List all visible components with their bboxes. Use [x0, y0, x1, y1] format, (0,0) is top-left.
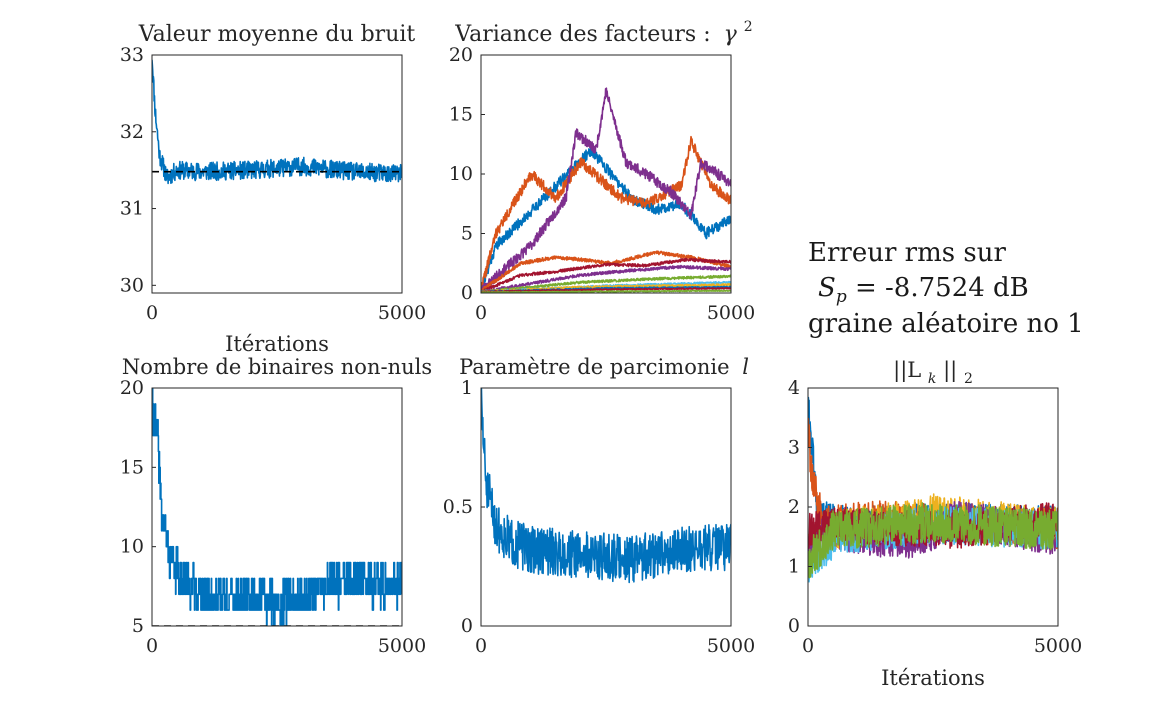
title-subscript: k	[928, 371, 936, 387]
rms-error-label: Erreur rms sur	[808, 238, 1006, 268]
y-tick-label: 15	[449, 104, 473, 126]
y-tick-label: 2	[788, 496, 800, 518]
series-layer	[808, 396, 1058, 583]
series-line-1	[481, 388, 731, 584]
series-line-5	[481, 257, 731, 293]
y-tick-label: 0	[788, 615, 800, 637]
series-line-1	[152, 388, 402, 626]
x-axis-label: Itérations	[881, 666, 985, 690]
y-tick-label: 0	[461, 282, 473, 304]
ticks-layer: 0 5000 5 10 15 20	[120, 377, 426, 657]
chart-title: Variance des facteurs : γ 2	[454, 19, 752, 47]
y-tick-label: 10	[120, 536, 144, 558]
x-tick-label: 5000	[378, 302, 426, 324]
ticks-layer: 0 5000 30 31 32 33	[120, 44, 426, 324]
series-line-3	[481, 87, 731, 293]
plot-frame	[151, 387, 403, 627]
x-tick-label: 0	[146, 635, 158, 657]
chart-title: ||L k || 2	[893, 358, 973, 388]
random-seed-label: graine aléatoire no 1	[808, 309, 1084, 339]
series-line-12	[481, 289, 731, 293]
y-tick-label: 0	[461, 615, 473, 637]
plot-frame	[480, 387, 732, 627]
x-tick-label: 0	[146, 302, 158, 324]
series-line-2	[481, 135, 731, 293]
rms-error-value: Sp = -8.7524 dB	[818, 273, 1029, 307]
title-suffix-subscript: 2	[964, 371, 973, 387]
title-superscript: 2	[744, 19, 753, 35]
series-layer	[152, 388, 402, 626]
ticks-layer: 0 5000 0 5 10 15 20	[449, 44, 755, 324]
y-tick-label: 10	[449, 163, 473, 185]
plot-frame	[151, 54, 403, 294]
y-tick-label: 32	[120, 121, 144, 143]
ticks-layer: 0 5000 0 0.5 1	[443, 377, 755, 657]
y-tick-label: 5	[132, 615, 144, 637]
series-layer	[481, 388, 731, 584]
x-tick-label: 0	[802, 635, 814, 657]
series-line-7	[808, 502, 1058, 579]
series-line-6	[481, 264, 731, 293]
ticks-layer: 0 5000 0 1 2 3 4	[788, 377, 1082, 657]
title-text: ||L	[893, 358, 921, 383]
y-tick-label: 1	[461, 377, 473, 399]
series-layer	[152, 59, 402, 185]
y-tick-label: 20	[449, 44, 473, 66]
sp-symbol: S	[818, 273, 836, 303]
x-tick-label: 5000	[707, 635, 755, 657]
y-tick-label: 3	[788, 437, 800, 459]
panel-noise-mean: Valeur moyenne du bruit 0 5000 30 31 32 33 It…	[120, 22, 426, 356]
series-line-1	[481, 145, 731, 293]
sp-value: = -8.7524 dB	[854, 273, 1029, 303]
y-tick-label: 4	[788, 377, 800, 399]
y-tick-label: 15	[120, 456, 144, 478]
series-line-1	[152, 59, 402, 185]
y-tick-label: 1	[788, 556, 800, 578]
title-text: Paramètre de parcimonie	[459, 355, 729, 379]
x-axis-label: Itérations	[225, 332, 329, 356]
title-symbol: l	[742, 355, 749, 379]
y-tick-label: 5	[461, 223, 473, 245]
x-tick-label: 5000	[707, 302, 755, 324]
x-tick-label: 5000	[378, 635, 426, 657]
chart-title: Paramètre de parcimonie l	[459, 355, 749, 379]
x-tick-label: 0	[475, 635, 487, 657]
y-tick-label: 30	[120, 274, 144, 296]
title-text: Variance des facteurs :	[454, 22, 710, 47]
series-layer	[481, 87, 731, 293]
y-tick-label: 33	[120, 44, 144, 66]
title-symbol: γ	[724, 22, 738, 47]
panel-factor-variance: Variance des facteurs : γ 2 0 5000 0 5 10 15 2…	[449, 19, 755, 324]
y-tick-label: 20	[120, 377, 144, 399]
y-tick-label: 0.5	[443, 496, 473, 518]
panel-nonzero-binaries: Nombre de binaires non-nuls 0 5000 5 10 15 20	[120, 355, 432, 657]
x-tick-label: 0	[475, 302, 487, 324]
panel-sparsity-parameter: Paramètre de parcimonie l 0 5000 0 0.5 1	[443, 355, 755, 657]
panel-lk-norm: ||L k || 2 0 5000 0 1 2 3 4 Itérations	[788, 358, 1082, 690]
series-line-7	[481, 274, 731, 293]
chart-title: Valeur moyenne du bruit	[138, 22, 416, 47]
y-tick-label: 31	[120, 198, 144, 220]
sp-subscript: p	[835, 287, 847, 308]
title-suffix: ||	[943, 358, 957, 383]
x-tick-label: 5000	[1034, 635, 1082, 657]
chart-title: Nombre de binaires non-nuls	[122, 355, 432, 379]
